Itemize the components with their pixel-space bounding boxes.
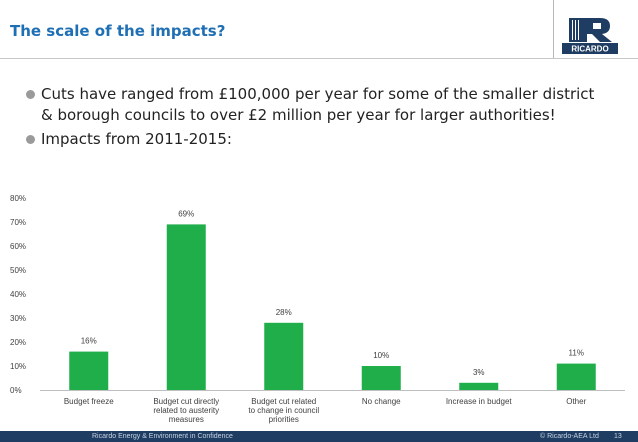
ricardo-logo: RICARDO bbox=[562, 18, 618, 54]
x-tick-label: priorities bbox=[269, 415, 299, 424]
x-tick-label: Budget cut directly bbox=[153, 397, 219, 406]
page-title: The scale of the impacts? bbox=[10, 22, 226, 40]
x-tick-label: to change in council bbox=[248, 406, 319, 415]
bar-chart: 0% 10% 20% 30% 40% 50% 60% 70% 80% 16% Budget free… bbox=[10, 194, 625, 424]
y-tick-label: 10% bbox=[10, 362, 26, 371]
x-tick-label: related to austerity bbox=[153, 406, 219, 415]
logo-text: RICARDO bbox=[571, 45, 608, 54]
header-divider bbox=[0, 58, 638, 59]
bar bbox=[264, 322, 304, 390]
bullet-item: Impacts from 2011-2015: bbox=[26, 129, 606, 150]
bullet-dot-icon bbox=[26, 135, 35, 144]
bar bbox=[459, 382, 499, 390]
bullet-item: Cuts have ranged from £100,000 per year … bbox=[26, 84, 606, 126]
x-tick-label: Increase in budget bbox=[446, 397, 513, 406]
y-tick-label: 20% bbox=[10, 338, 26, 347]
data-label: 28% bbox=[276, 308, 292, 317]
data-label: 10% bbox=[373, 351, 389, 360]
data-label: 16% bbox=[81, 337, 97, 346]
y-tick-label: 60% bbox=[10, 242, 26, 251]
footer-confidential: Ricardo Energy & Environment in Confiden… bbox=[92, 433, 233, 440]
y-tick-label: 70% bbox=[10, 218, 26, 227]
y-tick-label: 40% bbox=[10, 290, 26, 299]
bar bbox=[166, 224, 206, 390]
y-tick-label: 50% bbox=[10, 266, 26, 275]
x-tick-label: measures bbox=[169, 415, 204, 424]
x-tick-label: Other bbox=[566, 397, 586, 406]
data-label: 69% bbox=[178, 209, 194, 218]
data-label: 11% bbox=[569, 349, 584, 358]
bar bbox=[69, 351, 109, 390]
y-tick-label: 80% bbox=[10, 194, 26, 203]
x-tick-label: Budget cut related bbox=[251, 397, 316, 406]
data-label: 3% bbox=[473, 368, 485, 377]
bullet-list: Cuts have ranged from £100,000 per year … bbox=[26, 84, 606, 153]
footer-bar: Ricardo Energy & Environment in Confiden… bbox=[0, 431, 638, 442]
y-tick-label: 0% bbox=[10, 386, 22, 395]
bar bbox=[556, 363, 596, 390]
bullet-text: Cuts have ranged from £100,000 per year … bbox=[41, 85, 595, 124]
x-tick-label: Budget freeze bbox=[64, 397, 114, 406]
header-divider-vertical bbox=[553, 0, 554, 58]
footer-copyright: © Ricardo-AEA Ltd bbox=[540, 433, 599, 440]
x-tick-label: No change bbox=[362, 397, 401, 406]
y-tick-label: 30% bbox=[10, 314, 26, 323]
bullet-dot-icon bbox=[26, 90, 35, 99]
page-number: 13 bbox=[614, 433, 622, 440]
bar bbox=[361, 366, 401, 390]
bullet-text: Impacts from 2011-2015: bbox=[41, 130, 232, 148]
